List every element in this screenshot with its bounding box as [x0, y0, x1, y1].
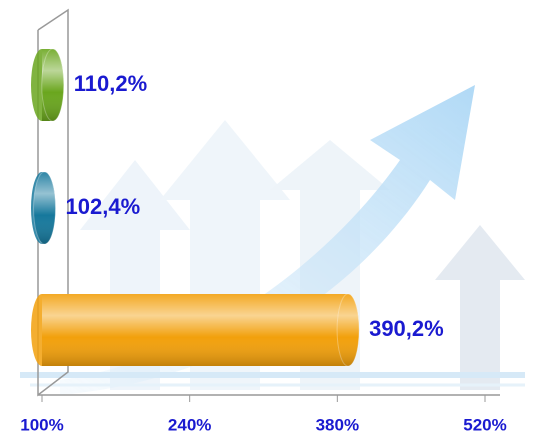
x-tick-label: 380% — [316, 415, 359, 434]
bar-cap-shine — [33, 172, 56, 244]
x-tick-label: 240% — [168, 415, 211, 434]
x-tick-label: 100% — [20, 415, 63, 434]
bar-cap-shine — [41, 49, 64, 121]
value-label: 390,2% — [369, 316, 444, 341]
bar-cap-shine — [337, 294, 360, 366]
value-label: 110,2% — [74, 71, 147, 96]
bar-group — [31, 171, 57, 245]
bar-group — [31, 293, 360, 367]
x-tick-label: 520% — [463, 415, 506, 434]
value-label: 102,4% — [66, 194, 141, 219]
wall — [37, 8, 500, 397]
bar-group — [31, 48, 65, 122]
bar-shine — [42, 294, 349, 366]
